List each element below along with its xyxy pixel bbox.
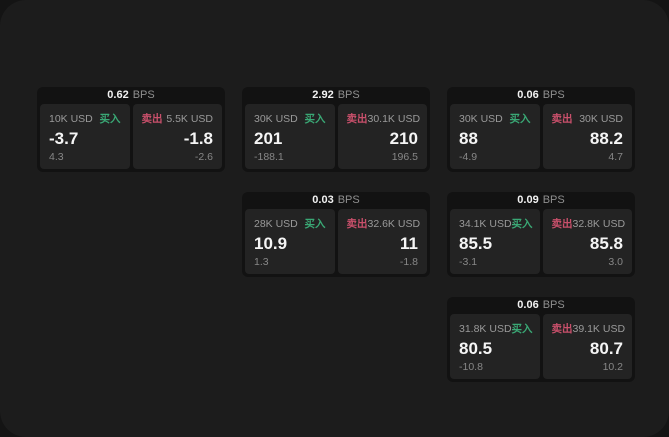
sell-price: 210 [389, 128, 418, 148]
buy-side-label: 买入 [511, 218, 533, 230]
sell-side-label: 卖出 [551, 323, 573, 335]
quote-card: 0.62 BPS 10K USD 买入 -3.7 4.3 卖出 5.5K USD… [37, 87, 225, 172]
buy-delta: -4.9 [459, 151, 478, 163]
bps-header: 0.03 BPS [245, 192, 427, 209]
sell-amount: 32.8K USD [572, 217, 626, 230]
sell-price: -1.8 [183, 128, 213, 148]
buy-price: -3.7 [49, 128, 79, 148]
buy-panel[interactable]: 31.8K USD 买入 80.5 -10.8 [450, 314, 540, 379]
bps-header: 0.06 BPS [450, 297, 632, 314]
buy-panel[interactable]: 10K USD 买入 -3.7 4.3 [40, 104, 130, 169]
sell-delta: 196.5 [391, 151, 418, 163]
buy-panel[interactable]: 28K USD 买入 10.9 1.3 [245, 209, 335, 274]
sell-panel[interactable]: 卖出 30K USD 88.2 4.7 [542, 104, 632, 169]
buy-amount: 31.8K USD [459, 322, 512, 335]
bps-header: 2.92 BPS [245, 87, 427, 104]
buy-price: 88 [459, 128, 478, 148]
buy-amount: 28K USD [254, 217, 298, 230]
bps-header: 0.06 BPS [450, 87, 632, 104]
sell-side-label: 卖出 [141, 113, 163, 125]
buy-amount: 10K USD [49, 112, 93, 125]
buy-panel[interactable]: 34.1K USD 买入 85.5 -3.1 [450, 209, 540, 274]
sell-price: 11 [400, 233, 418, 253]
quote-card: 0.06 BPS 30K USD 买入 88 -4.9 卖出 30K USD 8… [447, 87, 635, 172]
bps-unit-label: BPS [337, 194, 360, 206]
bps-value: 2.92 [312, 89, 334, 101]
sell-side-label: 卖出 [346, 218, 368, 230]
bps-unit-label: BPS [542, 89, 565, 101]
buy-amount: 30K USD [459, 112, 503, 125]
buy-price: 10.9 [254, 233, 288, 253]
sell-panel[interactable]: 卖出 32.8K USD 85.8 3.0 [542, 209, 632, 274]
sell-delta: -1.8 [399, 256, 418, 268]
sell-side-label: 卖出 [346, 113, 368, 125]
buy-delta: 1.3 [254, 256, 269, 268]
buy-side-label: 买入 [304, 113, 326, 125]
buy-price: 201 [254, 128, 283, 148]
bps-value: 0.09 [517, 194, 539, 206]
buy-side-label: 买入 [304, 218, 326, 230]
bps-value: 0.06 [517, 89, 539, 101]
buy-panel[interactable]: 30K USD 买入 201 -188.1 [245, 104, 335, 169]
sell-amount: 30.1K USD [367, 112, 421, 125]
buy-delta: -3.1 [459, 256, 478, 268]
bps-unit-label: BPS [542, 194, 565, 206]
buy-panel[interactable]: 30K USD 买入 88 -4.9 [450, 104, 540, 169]
sell-price: 88.2 [589, 128, 623, 148]
sell-delta: 4.7 [608, 151, 623, 163]
bps-unit-label: BPS [132, 89, 155, 101]
sell-side-label: 卖出 [551, 218, 573, 230]
buy-side-label: 买入 [99, 113, 121, 125]
bps-header: 0.09 BPS [450, 192, 632, 209]
buy-amount: 34.1K USD [459, 217, 512, 230]
sell-side-label: 卖出 [551, 113, 573, 125]
sell-amount: 39.1K USD [572, 322, 626, 335]
sell-panel[interactable]: 卖出 39.1K USD 80.7 10.2 [542, 314, 632, 379]
sell-panel[interactable]: 卖出 5.5K USD -1.8 -2.6 [132, 104, 222, 169]
buy-price: 80.5 [459, 338, 493, 358]
quote-card: 0.06 BPS 31.8K USD 买入 80.5 -10.8 卖出 39.1… [447, 297, 635, 382]
sell-panel[interactable]: 卖出 32.6K USD 11 -1.8 [337, 209, 427, 274]
sell-amount: 5.5K USD [166, 112, 213, 125]
sell-price: 80.7 [589, 338, 623, 358]
quote-card: 0.09 BPS 34.1K USD 买入 85.5 -3.1 卖出 32.8K… [447, 192, 635, 277]
sell-delta: 10.2 [602, 361, 623, 373]
buy-delta: -10.8 [459, 361, 483, 373]
sell-panel[interactable]: 卖出 30.1K USD 210 196.5 [337, 104, 427, 169]
bps-value: 0.06 [517, 299, 539, 311]
quote-card: 0.03 BPS 28K USD 买入 10.9 1.3 卖出 32.6K US… [242, 192, 430, 277]
buy-side-label: 买入 [511, 323, 533, 335]
sell-price: 85.8 [589, 233, 623, 253]
sell-delta: 3.0 [608, 256, 623, 268]
bps-unit-label: BPS [337, 89, 360, 101]
quote-card: 2.92 BPS 30K USD 买入 201 -188.1 卖出 30.1K … [242, 87, 430, 172]
buy-delta: -188.1 [254, 151, 284, 163]
bps-value: 0.03 [312, 194, 334, 206]
buy-delta: 4.3 [49, 151, 64, 163]
bps-unit-label: BPS [542, 299, 565, 311]
sell-delta: -2.6 [194, 151, 213, 163]
buy-price: 85.5 [459, 233, 493, 253]
sell-amount: 30K USD [579, 112, 623, 125]
sell-amount: 32.6K USD [367, 217, 421, 230]
buy-side-label: 买入 [509, 113, 531, 125]
bps-value: 0.62 [107, 89, 129, 101]
buy-amount: 30K USD [254, 112, 298, 125]
bps-header: 0.62 BPS [40, 87, 222, 104]
